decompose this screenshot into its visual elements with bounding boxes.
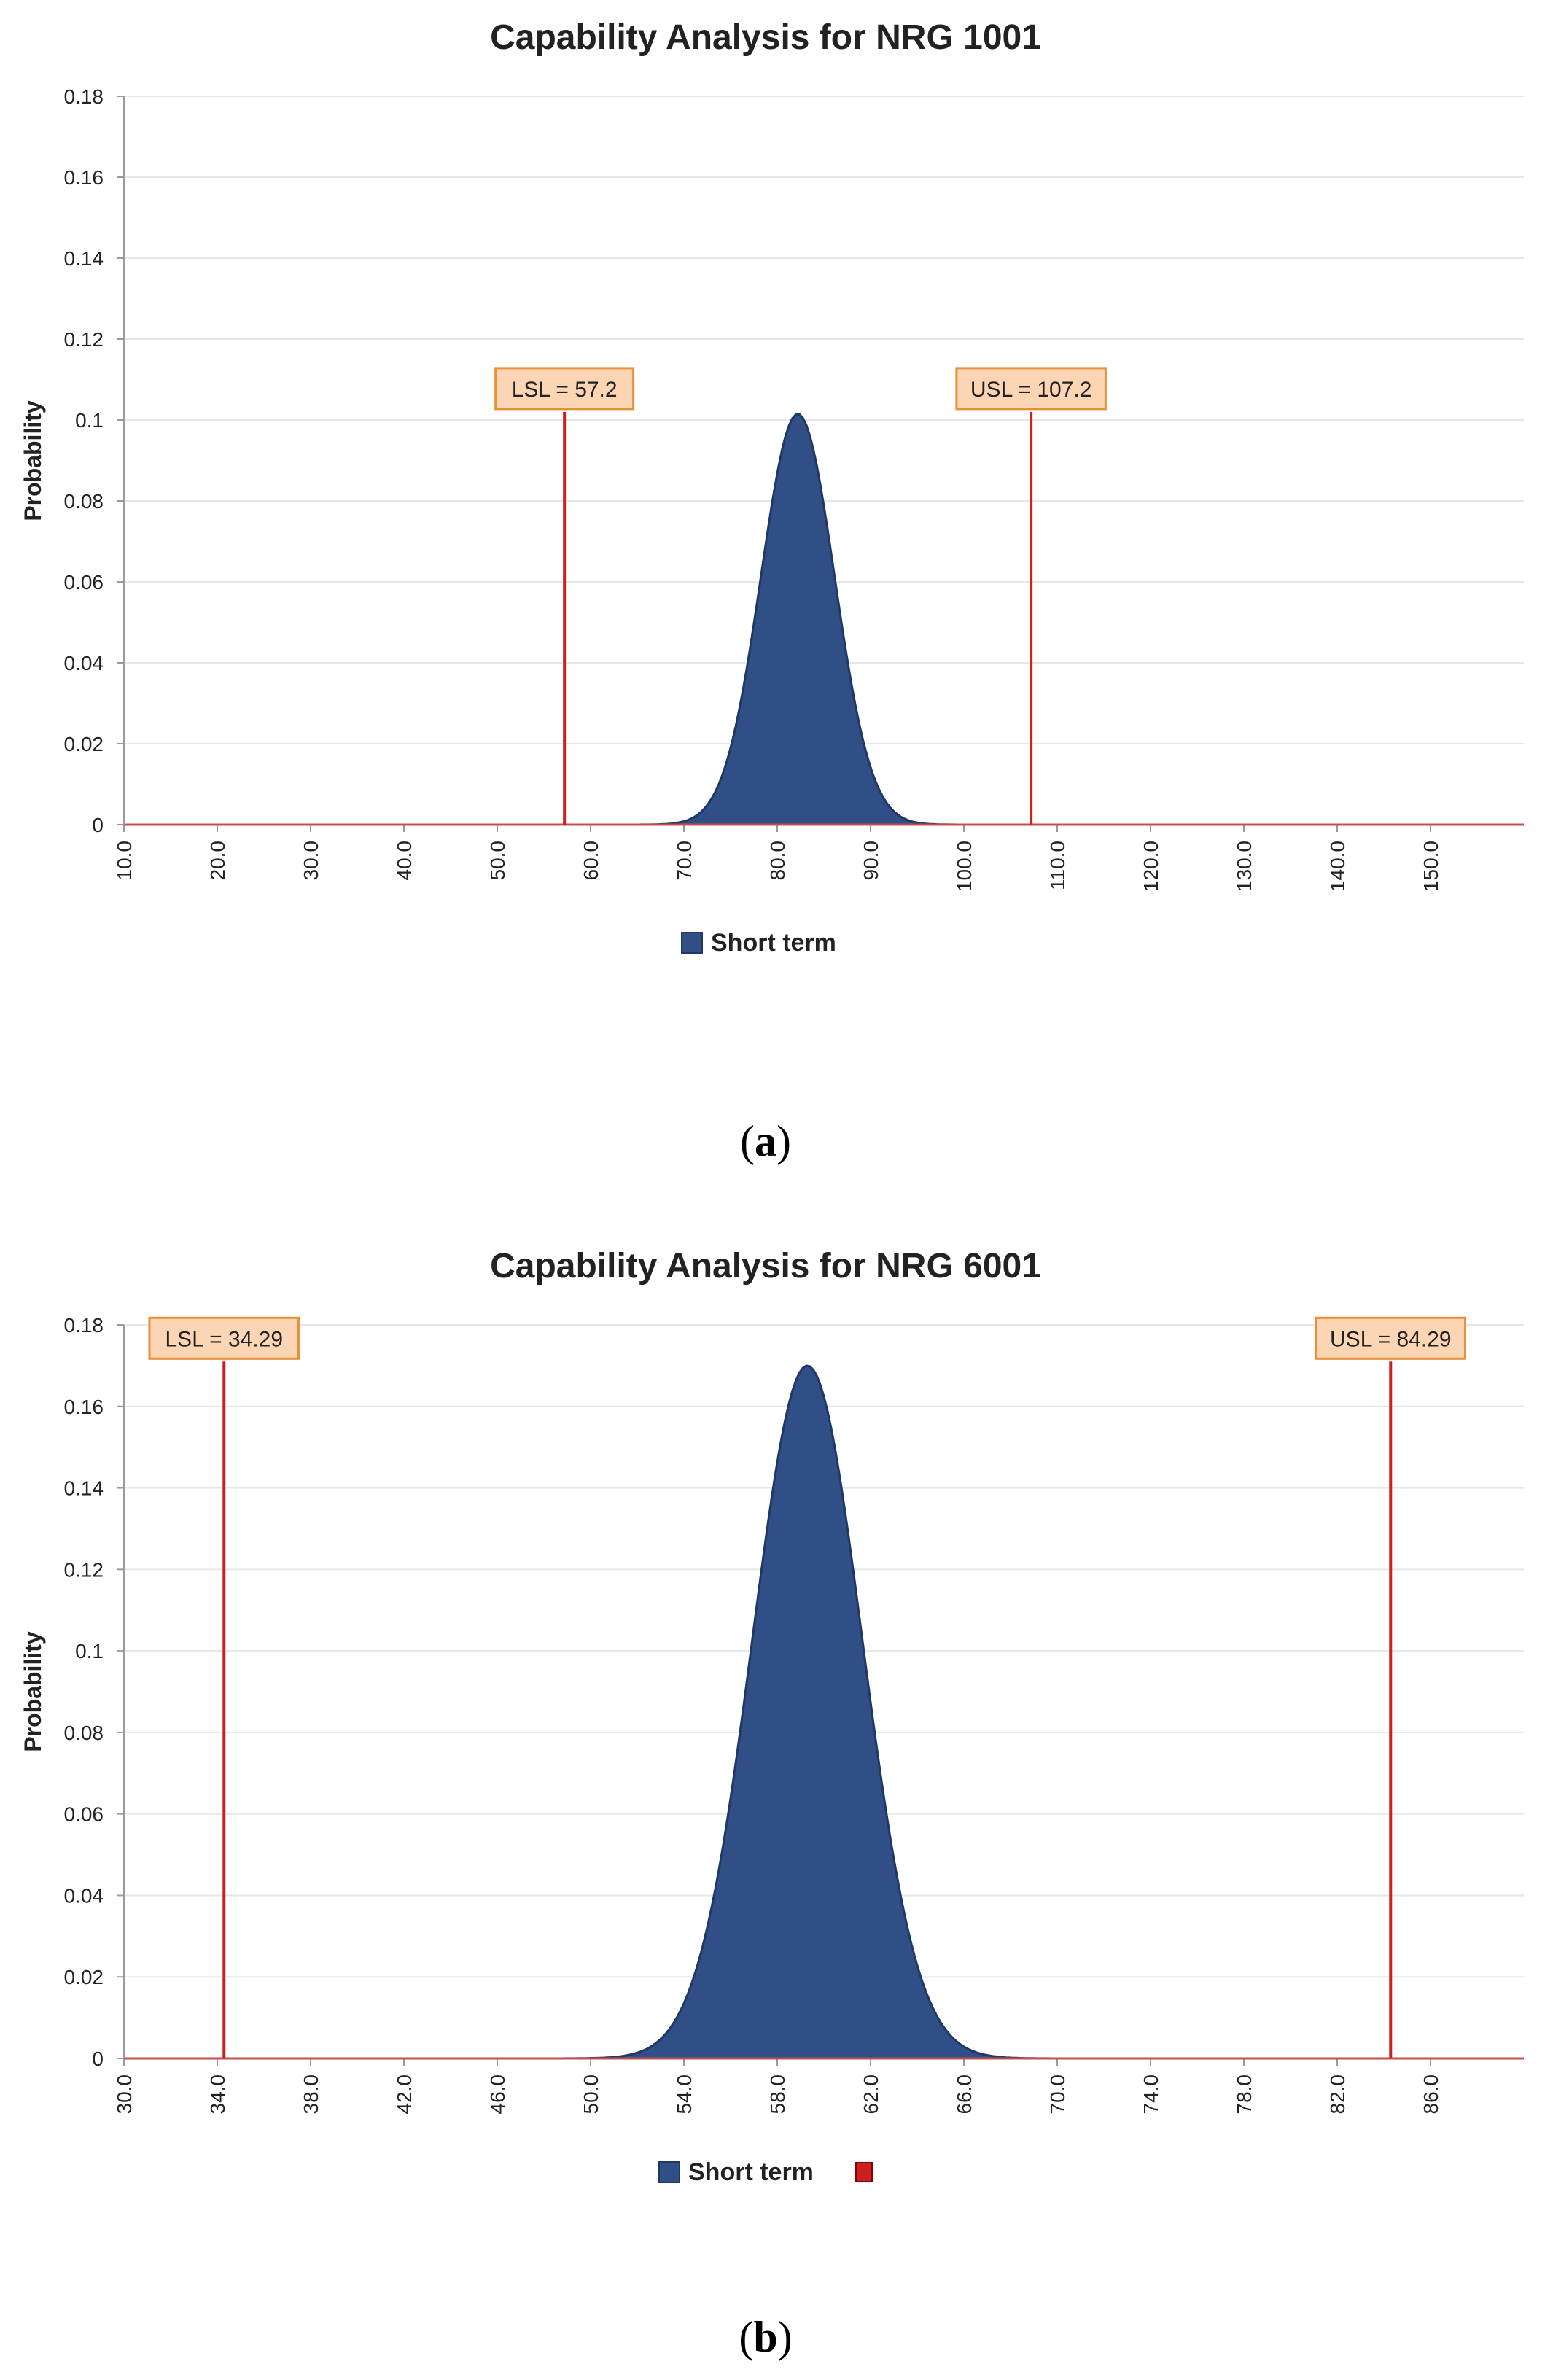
chart-b: Capability Analysis for NRG 6001 Probabi… (20, 1247, 1524, 2361)
chart-b-caption-letter: b (753, 2313, 777, 2361)
chart-b-short-term-curve (124, 1364, 1524, 2060)
chart-b-x-tick-label: 70.0 (1046, 2074, 1069, 2115)
chart-b-y-tick-label: 0.1 (75, 1640, 104, 1662)
chart-b-x-tick-label: 74.0 (1140, 2074, 1162, 2115)
chart-b-y-tick-label: 0.04 (64, 1884, 104, 1907)
chart-a-usl-label: USL = 107.2 (970, 378, 1092, 402)
chart-a-caption: (a) (740, 1117, 791, 1165)
chart-b-legend: Short term (658, 2158, 873, 2186)
chart-a-spec-limits: LSL = 57.2 USL = 107.2 (494, 367, 1107, 825)
chart-a-x-tick-label: 80.0 (766, 841, 789, 881)
chart-a-legend-label-short-term: Short term (711, 929, 836, 957)
chart-b-y-tick-label: 0.16 (64, 1396, 104, 1418)
chart-b-x-tick-label: 50.0 (580, 2074, 602, 2115)
chart-b-legend-swatch-short-term (658, 2161, 680, 2183)
chart-a-y-tick-label: 0 (92, 814, 104, 836)
chart-a-short-term-curve (124, 413, 1524, 826)
chart-b-usl-label-box (1315, 1316, 1467, 1360)
chart-b-y-tick-label: 0.02 (64, 1966, 104, 1988)
chart-b-y-tick-label: 0.06 (64, 1803, 104, 1826)
chart-b-x-tick-label: 78.0 (1233, 2074, 1256, 2115)
chart-a-y-ticks: 0 0.02 0.04 0.06 0.08 0.1 0.12 0.14 0.16 0.18 (64, 85, 124, 836)
chart-a-y-tick-label: 0.06 (64, 571, 104, 594)
chart-b-y-tick-label: 0.18 (64, 1314, 104, 1337)
chart-a-x-tick-label: 90.0 (860, 841, 882, 881)
chart-a-legend-swatch-short-term (681, 932, 703, 954)
chart-a-x-tick-label: 120.0 (1140, 841, 1162, 892)
chart-b-caption-open: ( (739, 2313, 753, 2361)
chart-b-x-tick-label: 46.0 (486, 2074, 509, 2115)
chart-a-x-ticks: 10.0 20.0 30.0 40.0 50.0 60.0 70.0 80.0 90.0 100.… (113, 825, 1442, 892)
chart-a-x-tick-label: 70.0 (673, 841, 696, 881)
chart-a-y-tick-label: 0.02 (64, 733, 104, 755)
chart-b-y-tick-label: 0 (92, 2048, 104, 2070)
chart-a-lsl-label: LSL = 57.2 (512, 378, 618, 402)
chart-a-lsl-label-box (494, 367, 635, 411)
chart-b-x-tick-label: 30.0 (113, 2074, 136, 2115)
chart-a-x-tick-label: 150.0 (1420, 841, 1442, 892)
chart-b-x-tick-label: 62.0 (860, 2074, 882, 2115)
chart-a-y-tick-label: 0.12 (64, 328, 104, 351)
chart-a-y-tick-label: 0.18 (64, 85, 104, 108)
chart-b-y-axis-label: Probability (20, 1631, 46, 1752)
chart-b-x-tick-label: 42.0 (393, 2074, 416, 2115)
chart-a-caption-open: ( (740, 1117, 755, 1165)
chart-b-x-tick-label: 86.0 (1420, 2074, 1442, 2115)
chart-a-caption-close: ) (776, 1117, 791, 1165)
chart-a-x-tick-label: 100.0 (953, 841, 976, 892)
chart-a-x-tick-label: 30.0 (300, 841, 322, 881)
chart-a-y-tick-label: 0.04 (64, 652, 104, 674)
chart-a-caption-letter: a (755, 1117, 776, 1165)
chart-b-legend-label-short-term: Short term (688, 2158, 814, 2186)
chart-b-x-tick-label: 54.0 (673, 2074, 696, 2115)
chart-b-x-tick-label: 58.0 (766, 2074, 789, 2115)
chart-b-title: Capability Analysis for NRG 6001 (490, 1247, 1041, 1286)
chart-a-x-tick-label: 50.0 (486, 841, 509, 881)
chart-a-legend: Short term (681, 929, 836, 957)
chart-b-legend-swatch-spec (855, 2162, 873, 2182)
chart-a-x-tick-label: 130.0 (1233, 841, 1256, 892)
chart-a-y-tick-label: 0.14 (64, 247, 104, 270)
chart-a-x-tick-label: 20.0 (206, 841, 229, 881)
chart-b-x-ticks: 30.0 34.0 38.0 42.0 46.0 50.0 54.0 58.0 62.0 66.0… (113, 2058, 1442, 2115)
chart-b-lsl-label-box (148, 1316, 300, 1360)
chart-b-y-tick-label: 0.12 (64, 1558, 104, 1581)
chart-b-y-tick-label: 0.08 (64, 1722, 104, 1744)
chart-b-caption-close: ) (778, 2313, 793, 2361)
chart-a-y-tick-label: 0.1 (75, 409, 104, 432)
chart-b-y-tick-label: 0.14 (64, 1477, 104, 1500)
chart-a-gridlines (124, 96, 1524, 744)
chart-b-usl-label: USL = 84.29 (1330, 1327, 1452, 1351)
chart-a-x-tick-label: 10.0 (113, 841, 136, 881)
chart-a-x-tick-label: 60.0 (580, 841, 602, 881)
chart-b-spec-limits: LSL = 34.29 USL = 84.29 (148, 1316, 1467, 2058)
chart-b-x-tick-label: 34.0 (206, 2074, 229, 2115)
chart-b-x-tick-label: 66.0 (953, 2074, 976, 2115)
chart-a-y-tick-label: 0.08 (64, 490, 104, 513)
chart-a-x-tick-label: 110.0 (1046, 841, 1069, 890)
chart-b-x-tick-label: 38.0 (300, 2074, 322, 2115)
chart-b-lsl-label: LSL = 34.29 (166, 1327, 284, 1351)
chart-a-usl-label-box (955, 367, 1107, 411)
chart-a-x-tick-label: 40.0 (393, 841, 416, 881)
chart-a: Capability Analysis for NRG 1001 Probabi… (20, 18, 1524, 1165)
chart-b-y-ticks: 0 0.02 0.04 0.06 0.08 0.1 0.12 0.14 0.16 0.18 (64, 1314, 124, 2070)
chart-b-caption: (b) (739, 2313, 792, 2361)
chart-a-y-axis-label: Probability (20, 400, 46, 521)
chart-b-x-tick-label: 82.0 (1326, 2074, 1349, 2115)
chart-a-y-tick-label: 0.16 (64, 166, 104, 189)
chart-a-title: Capability Analysis for NRG 1001 (490, 18, 1041, 57)
chart-a-x-tick-label: 140.0 (1326, 841, 1349, 892)
